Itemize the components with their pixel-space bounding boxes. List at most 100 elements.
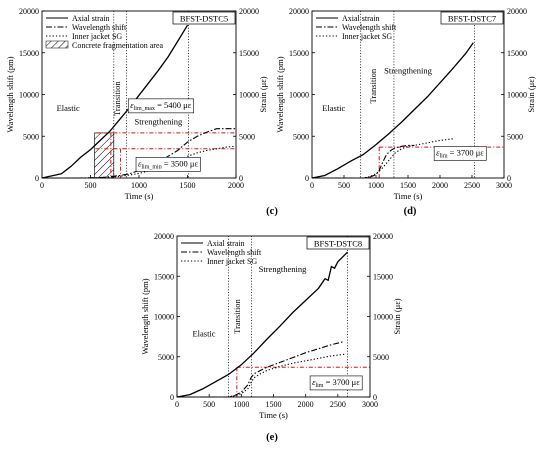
specimen-label: BFST-DSTC5 [180, 14, 228, 24]
x-tick-label: 1000 [233, 400, 249, 409]
x-tick-label: 0 [40, 181, 44, 190]
legend-label: Inner jacket SG [342, 32, 392, 41]
legend-label: Inner jacket SG [72, 32, 122, 41]
legend-label: Axial strain [72, 14, 110, 23]
y-tick-label: 0 [35, 174, 39, 183]
x-tick-label: 2500 [330, 400, 346, 409]
y-axis-label: Wavelength shift (pm) [140, 278, 150, 354]
y2-tick-label: 5000 [239, 132, 255, 141]
x-tick-label: 1500 [266, 400, 282, 409]
y-tick-label: 20000 [154, 232, 174, 241]
stage-label: Strengthening [135, 117, 183, 127]
y2-tick-label: 15000 [239, 49, 259, 58]
x-tick-label: 500 [338, 181, 350, 190]
panel-label: (c) [266, 206, 278, 217]
stage-label: Transition [112, 81, 122, 116]
limit-annotation: εlim_min = 3500 με [138, 158, 198, 170]
legend-swatch [45, 40, 69, 49]
stage-label: Transition [232, 298, 242, 333]
specimen-label: BFST-DSTC8 [314, 239, 362, 249]
y2-tick-label: 20000 [239, 7, 259, 16]
y2-tick-label: 0 [239, 174, 243, 183]
y-axis-label: Wavelength shift (pm) [275, 56, 285, 132]
x-tick-label: 0 [175, 400, 179, 409]
stage-label: Strengthening [259, 264, 307, 274]
x-tick-label: 3000 [362, 400, 378, 409]
y2-axis-label: Strain (με) [258, 76, 268, 112]
y2-tick-label: 10000 [373, 313, 393, 322]
limit-annotation-box [309, 375, 363, 391]
x-axis-label: Time (s) [394, 191, 423, 201]
x-tick-label: 2000 [298, 400, 314, 409]
series-axial-strain [176, 251, 348, 398]
x-tick-label: 1500 [400, 181, 416, 190]
panel-label: (e) [266, 432, 278, 443]
legend-label: Axial strain [342, 14, 380, 23]
y-tick-label: 0 [305, 174, 309, 183]
y-tick-label: 5000 [158, 353, 174, 362]
stage-label: Elastic [57, 103, 80, 113]
y-tick-label: 20000 [289, 7, 309, 16]
limit-annotation: εlim_max = 5400 με [130, 100, 191, 112]
x-tick-label: 1000 [131, 181, 147, 190]
chart-d: 0 500 1000 1500 2000 2500 30000500010000150002… [275, 7, 536, 201]
y2-tick-label: 15000 [373, 272, 393, 281]
limit-annotation: εlim = 3700 με [312, 377, 360, 389]
y2-tick-label: 5000 [507, 132, 523, 141]
y-tick-label: 0 [170, 393, 174, 402]
specimen-label-box [306, 236, 370, 250]
chart-c: 0 500 1000 1500 2000050001000015000200000500… [5, 7, 268, 201]
limit-annotation-box [433, 146, 487, 161]
y2-tick-label: 20000 [507, 7, 527, 16]
y-tick-label: 15000 [289, 49, 309, 58]
legend-label: Inner jacket SG [207, 257, 257, 266]
plot-frame [176, 235, 371, 398]
y2-tick-label: 0 [373, 393, 377, 402]
limit-annotation-box [127, 98, 194, 114]
y-tick-label: 5000 [293, 132, 309, 141]
y2-tick-label: 10000 [507, 91, 527, 100]
y-tick-label: 10000 [289, 91, 309, 100]
stage-label: Elastic [322, 103, 345, 113]
x-tick-label: 1500 [180, 181, 196, 190]
chart-e: 0 500 1000 1500 2000 2500 30000500010000150002… [140, 232, 402, 420]
legend-label: Wavelength shift [342, 23, 397, 32]
x-tick-label: 2000 [432, 181, 448, 190]
stage-label: Elastic [192, 329, 215, 339]
y2-tick-label: 5000 [373, 353, 389, 362]
legend-label: Wavelength shift [72, 23, 127, 32]
stage-label: Strengthening [384, 66, 432, 76]
y-tick-label: 15000 [19, 49, 39, 58]
x-tick-label: 500 [203, 400, 215, 409]
panel-label: (d) [404, 206, 417, 217]
y-tick-label: 10000 [154, 313, 174, 322]
x-tick-label: 3000 [496, 181, 512, 190]
stage-label: Transition [368, 68, 378, 103]
y-tick-label: 15000 [154, 272, 174, 281]
series-wavelength-shift [177, 340, 345, 398]
limit-annotation-box [135, 157, 201, 172]
x-tick-label: 1000 [368, 181, 384, 190]
x-axis-label: Time (s) [125, 191, 154, 201]
y2-tick-label: 20000 [373, 232, 393, 241]
series-axial-strain [41, 24, 189, 179]
y2-axis-label: Strain (με) [526, 76, 536, 112]
y2-tick-label: 15000 [507, 49, 527, 58]
series-wavelength-shift [312, 144, 415, 179]
series-inner-jacket-sg [177, 353, 345, 398]
specimen-label-box [172, 11, 236, 25]
y-tick-label: 20000 [19, 7, 39, 16]
legend-label: Concrete fragmentation area [72, 41, 164, 50]
y-tick-label: 10000 [19, 91, 39, 100]
x-axis-label: Time (s) [259, 410, 288, 420]
x-tick-label: 500 [85, 181, 97, 190]
y-axis-label: Wavelength shift (pm) [5, 56, 15, 132]
y2-tick-label: 10000 [239, 91, 259, 100]
specimen-label-box [440, 11, 504, 25]
y-tick-label: 5000 [23, 132, 39, 141]
legend-label: Axial strain [207, 239, 245, 248]
x-tick-label: 2000 [228, 181, 244, 190]
